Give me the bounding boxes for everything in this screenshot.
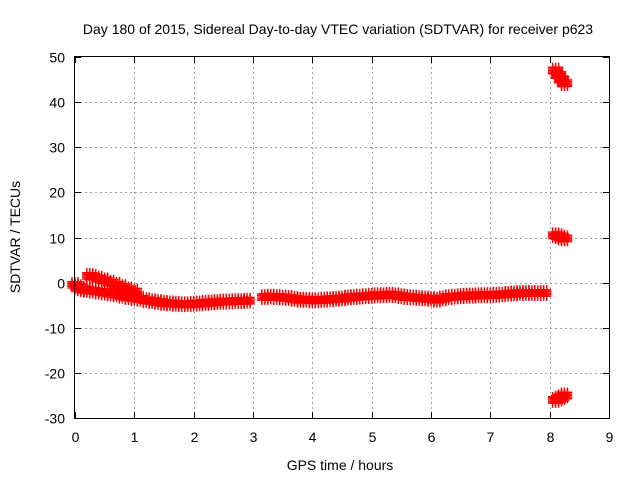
plot-frame bbox=[74, 56, 610, 419]
data-point-mark bbox=[562, 81, 573, 92]
x-tick-label: 9 bbox=[606, 429, 614, 445]
x-axis-label: GPS time / hours bbox=[287, 457, 394, 473]
x-tick-label: 4 bbox=[309, 429, 317, 445]
y-tick-label: 30 bbox=[49, 140, 65, 156]
data-point bbox=[556, 387, 573, 404]
x-tick-label: 8 bbox=[547, 429, 555, 445]
data-point bbox=[536, 285, 552, 301]
grid bbox=[75, 57, 609, 418]
x-tick-label: 3 bbox=[250, 429, 258, 445]
data-point bbox=[239, 292, 255, 309]
y-tick-label: 20 bbox=[49, 185, 65, 201]
x-tick-label: 2 bbox=[191, 429, 199, 445]
y-tick-label: 10 bbox=[49, 231, 65, 247]
y-axis-label: SDTVAR / TECUs bbox=[7, 181, 23, 293]
data-series bbox=[67, 62, 573, 408]
y-tick-label: -30 bbox=[45, 411, 65, 427]
y-tick-label: -10 bbox=[45, 321, 65, 337]
data-point bbox=[556, 75, 573, 92]
x-tick-label: 1 bbox=[131, 429, 139, 445]
x-tick-label: 5 bbox=[369, 429, 377, 445]
data-point-mark bbox=[542, 291, 552, 301]
chart-title: Day 180 of 2015, Sidereal Day-to-day VTE… bbox=[83, 21, 593, 37]
data-point-mark bbox=[245, 299, 255, 309]
data-point-mark bbox=[562, 236, 573, 247]
data-point-mark bbox=[562, 393, 573, 404]
y-tick-label: -20 bbox=[45, 366, 65, 382]
x-tick-label: 6 bbox=[428, 429, 436, 445]
x-tick-label: 0 bbox=[72, 429, 80, 445]
axis-ticks: 0 1 2 3 4 5 6 7 8 9 -30 -20 -10 0 10 20 30 40 50 bbox=[45, 50, 614, 446]
x-tick-label: 7 bbox=[487, 429, 495, 445]
y-tick-label: 40 bbox=[49, 95, 65, 111]
data-point bbox=[556, 230, 573, 247]
y-tick-label: 0 bbox=[57, 276, 65, 292]
y-tick-label: 50 bbox=[49, 50, 65, 66]
